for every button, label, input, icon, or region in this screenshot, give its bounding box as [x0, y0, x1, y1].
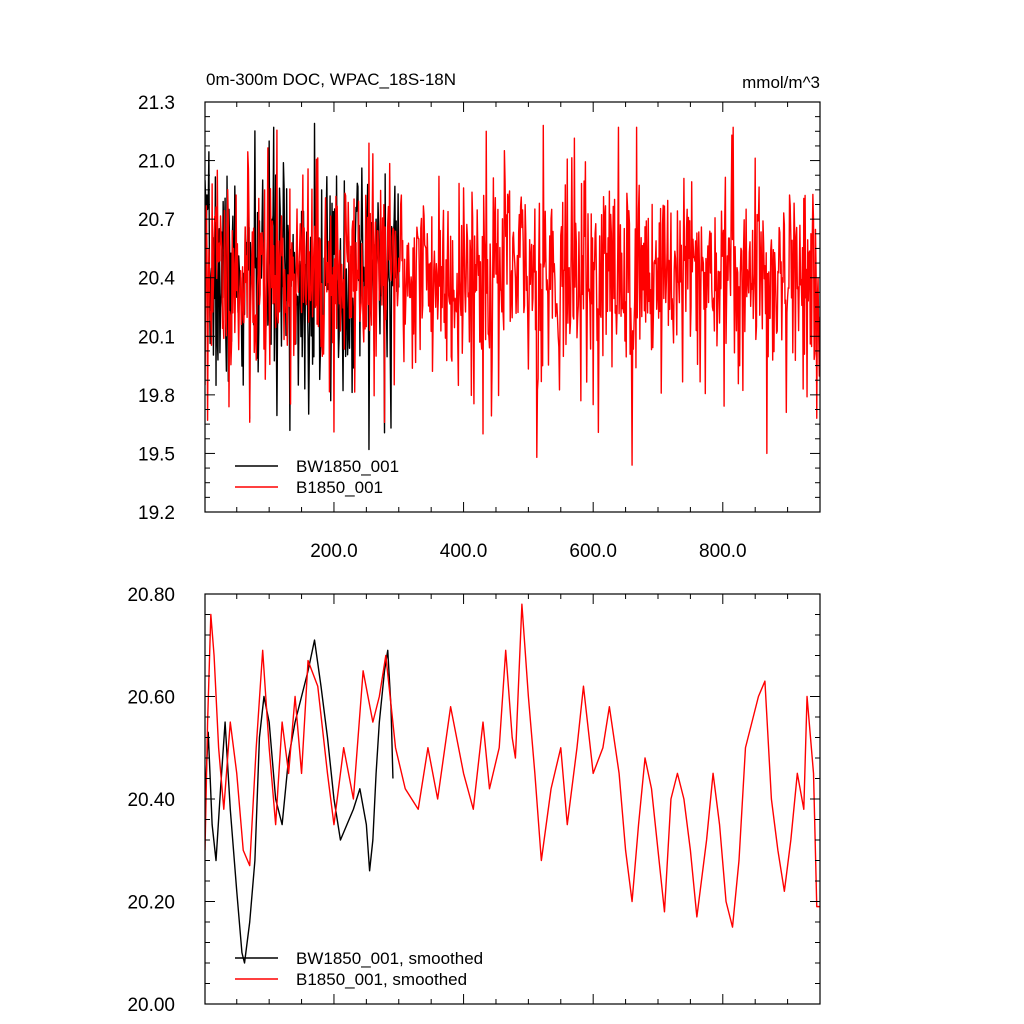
- y-tick-label: 21.0: [138, 152, 175, 173]
- top-chart-title: 0m-300m DOC, WPAC_18S-18N: [206, 70, 456, 89]
- series-line-1: [205, 639, 394, 964]
- series-lines: [205, 122, 820, 466]
- series-lines: [205, 603, 820, 964]
- legend: BW1850_001 B1850_001: [235, 457, 399, 497]
- y-tick-label: 20.1: [138, 327, 175, 348]
- legend-label-1: BW1850_001: [296, 457, 399, 476]
- legend-label-2: B1850_001, smoothed: [296, 970, 467, 989]
- y-tick-label: 20.4: [138, 269, 175, 290]
- y-tick-label: 20.00: [127, 995, 175, 1016]
- x-tick-label: 400.0: [440, 541, 488, 562]
- x-tick-label: 600.0: [569, 541, 617, 562]
- x-tick-label: 200.0: [310, 541, 358, 562]
- x-tick-label: 800.0: [699, 541, 747, 562]
- y-tick-label: 20.20: [127, 893, 175, 914]
- y-tick-label: 19.2: [138, 503, 175, 524]
- y-tick-label: 20.7: [138, 210, 175, 231]
- top-panel: 0m-300m DOC, WPAC_18S-18N mmol/m^3 19.21…: [138, 70, 821, 562]
- bottom-plot-area: 20.00 20.20 20.40 20.60 20.80 BW1850_001, smo…: [127, 585, 821, 1016]
- top-plot-area: 19.2 19.5 19.8 20.1 20.4 20.7 21.0 21.3 200.0 400…: [138, 93, 821, 562]
- y-tick-label: 19.8: [138, 386, 175, 407]
- y-tick-label: 20.80: [127, 585, 175, 606]
- y-tick-label: 19.5: [138, 444, 175, 465]
- top-chart-units: mmol/m^3: [742, 73, 820, 92]
- legend-label-2: B1850_001: [296, 478, 383, 497]
- series-line-2: [205, 124, 820, 466]
- y-tick-label: 21.3: [138, 93, 175, 114]
- y-tick-label: 20.40: [127, 790, 175, 811]
- legend-label-1: BW1850_001, smoothed: [296, 949, 483, 968]
- legend: BW1850_001, smoothed B1850_001, smoothed: [235, 949, 483, 989]
- bottom-panel: 20.00 20.20 20.40 20.60 20.80 BW1850_001, smo…: [127, 585, 821, 1016]
- series-line-2: [205, 603, 820, 928]
- y-tick-label: 20.60: [127, 688, 175, 709]
- plot-frame: [204, 593, 821, 1005]
